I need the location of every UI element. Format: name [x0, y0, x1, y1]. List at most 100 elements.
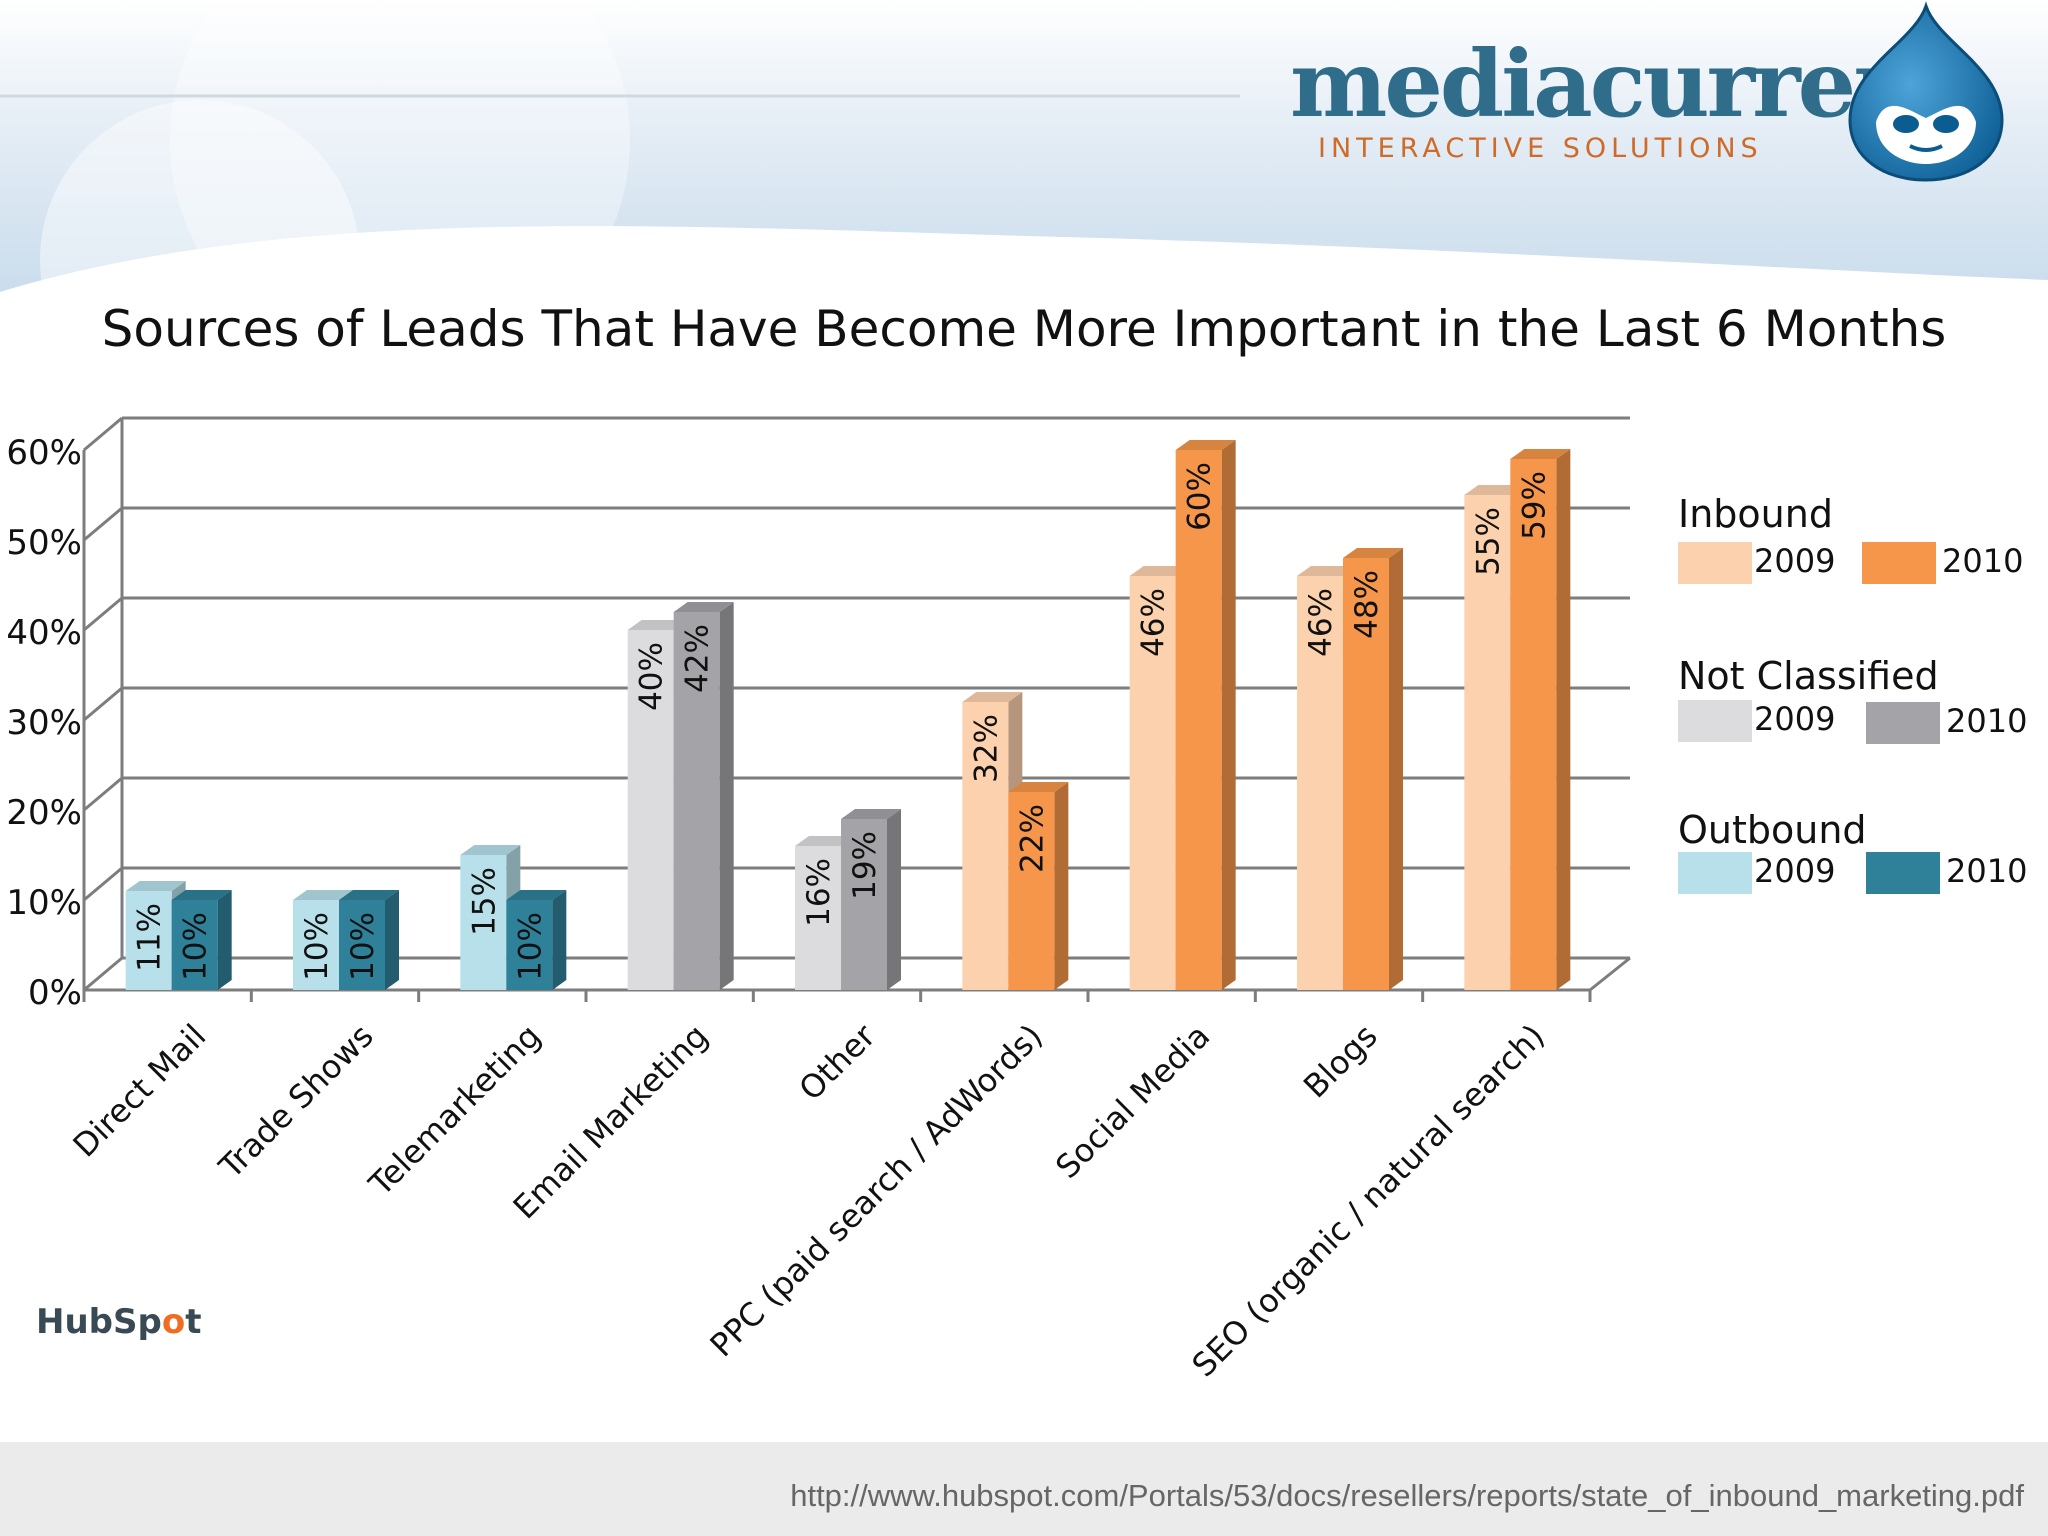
data-label: 32%: [968, 714, 1004, 783]
bar-2010: [1343, 558, 1389, 990]
legend-swatch-inbound-2009: [1678, 542, 1752, 584]
bar-2010: [339, 900, 385, 990]
gridline-side: [83, 686, 123, 722]
legend-swatch-outbound-2009: [1678, 852, 1752, 894]
data-label: 19%: [847, 831, 883, 900]
x-category-label: Other: [792, 1016, 884, 1108]
data-label: 48%: [1349, 570, 1385, 639]
legend-year-outbound-2009: 2009: [1754, 852, 1836, 890]
data-label: 42%: [680, 624, 716, 693]
bar-2009: [1129, 576, 1176, 990]
bar-top: [795, 836, 855, 846]
bar-top: [1343, 548, 1403, 558]
data-label: 60%: [1182, 462, 1218, 531]
bar-top: [460, 845, 521, 855]
header-background: [0, 0, 2048, 300]
x-category-label: PPC (paid search / AdWords): [703, 1017, 1050, 1364]
x-axis-depth: [1589, 956, 1631, 992]
bar-side: [385, 890, 399, 990]
data-label: 10%: [512, 912, 548, 981]
data-label: 46%: [1136, 588, 1172, 657]
x-category-label: Social Media: [1048, 1017, 1217, 1186]
data-label: 59%: [1516, 471, 1552, 540]
bar-2010: [1175, 450, 1222, 990]
bar-2009: [627, 630, 674, 990]
gridline-side: [83, 866, 123, 902]
footer-bar: [0, 1442, 2048, 1536]
legend-year-inbound-2010: 2010: [1942, 542, 2024, 580]
bar-top: [339, 890, 399, 900]
bar-2009: [795, 846, 841, 990]
bar-2009: [125, 891, 172, 990]
data-label: 22%: [1014, 804, 1050, 873]
y-tick-label: 60%: [6, 433, 82, 473]
hubspot-logo: HubSpot: [36, 1302, 201, 1342]
bar-2009: [293, 900, 339, 990]
bar-top: [841, 809, 901, 819]
bar-side: [217, 890, 232, 990]
logo-subtitle: INTERACTIVE SOLUTIONS: [1318, 133, 1763, 164]
chart-legend: Inbound 2009 2010 Not Classified 2009 20…: [1678, 0, 2038, 900]
bar-side: [1221, 440, 1236, 990]
bar-top: [1008, 782, 1069, 792]
bar-2010: [673, 612, 720, 990]
bar-top: [506, 890, 567, 900]
bar-2009: [1297, 576, 1343, 990]
x-category-label: SEO (organic / natural search): [1185, 1017, 1552, 1384]
bar-top: [627, 620, 688, 630]
gridline-side: [83, 596, 123, 632]
legend-year-outbound-2010: 2010: [1946, 852, 2028, 890]
bar-top: [1129, 566, 1190, 576]
y-tick-label: 10%: [6, 883, 82, 923]
bar-2010: [171, 900, 218, 990]
legend-swatch-inbound-2010: [1862, 542, 1936, 584]
bar-side: [1389, 548, 1403, 990]
bar-2009: [460, 855, 507, 990]
bar-top: [1510, 449, 1571, 459]
bar-top: [125, 881, 186, 891]
legend-swatch-not-classified-2009: [1678, 700, 1752, 742]
legend-year-inbound-2009: 2009: [1754, 542, 1836, 580]
y-tick-label: 40%: [6, 613, 82, 653]
bar-2010: [1510, 459, 1557, 990]
bar-top: [171, 890, 232, 900]
legend-title-not-classified: Not Classified: [1678, 654, 1939, 698]
legend-title-inbound: Inbound: [1678, 492, 1833, 536]
y-tick-label: 30%: [6, 703, 82, 743]
legend-swatch-not-classified-2010: [1866, 702, 1940, 744]
hubspot-logo-text-b: t: [185, 1302, 202, 1342]
bar-2010: [506, 900, 553, 990]
bar-2010: [841, 819, 887, 990]
legend-swatch-outbound-2010: [1866, 852, 1940, 894]
gridline-side: [83, 956, 123, 992]
data-label: 16%: [801, 858, 837, 927]
data-label: 15%: [466, 867, 502, 936]
chart-title: Sources of Leads That Have Become More I…: [101, 300, 1947, 358]
y-tick-label: 50%: [6, 523, 82, 563]
bar-top: [1464, 485, 1525, 495]
data-label: 10%: [299, 912, 335, 981]
bar-2010: [1008, 792, 1055, 990]
data-label: 10%: [345, 912, 381, 981]
bar-side: [552, 890, 567, 990]
x-category-label: Trade Shows: [211, 1017, 381, 1187]
bar-2009: [1464, 495, 1511, 990]
gridline-side: [83, 416, 123, 452]
y-tick-label: 20%: [6, 793, 82, 833]
gridline-side: [83, 776, 123, 812]
legend-year-not-classified-2010: 2010: [1946, 702, 2028, 740]
bar-side: [1556, 449, 1571, 990]
legend-title-outbound: Outbound: [1678, 808, 1867, 852]
data-label: 11%: [132, 903, 168, 972]
y-tick-label: 0%: [28, 973, 82, 1013]
x-category-label: Blogs: [1296, 1017, 1385, 1106]
bar-side: [1054, 782, 1069, 990]
data-label: 46%: [1303, 588, 1339, 657]
data-label: 55%: [1470, 507, 1506, 576]
source-url: http://www.hubspot.com/Portals/53/docs/r…: [790, 1478, 2024, 1513]
hubspot-sprocket-icon: o: [161, 1302, 186, 1342]
bar-top: [962, 692, 1023, 702]
data-label: 10%: [178, 912, 214, 981]
data-label: 40%: [634, 642, 670, 711]
